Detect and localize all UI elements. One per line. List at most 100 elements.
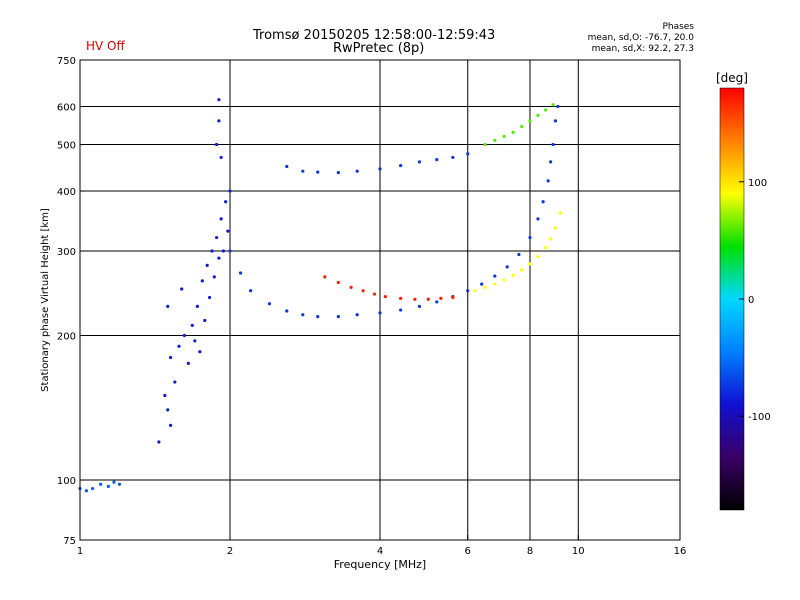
echo-point [157,440,161,444]
echo-point [106,484,110,488]
echo-point [511,273,515,277]
echo-point [451,295,455,300]
echo-point [193,339,197,343]
echo-point [177,344,181,348]
y-tick-label: 75 [63,536,76,547]
echo-point [182,333,186,338]
echo-point [520,124,524,129]
phases-stats-x: mean, sd,X: 92.2, 27.3 [591,44,694,54]
echo-point [544,245,548,250]
echo-point [217,119,221,123]
echo-point [483,142,487,147]
echo-point [336,170,340,175]
echo-point [502,134,506,138]
echo-point [483,285,487,289]
echo-point [198,350,202,354]
echo-point [249,289,253,293]
echo-point [186,361,190,365]
colorbar-tick-label: 100 [748,178,767,189]
echo-point [169,423,173,427]
echo-point [435,300,439,304]
x-axis-label: Frequency [MHz] [334,558,426,571]
axis-ticks: 1 2 4 6 8 10 16 75 100 200 300 400 500 600 750 [57,56,686,557]
echo-point [84,489,88,493]
echo-point [190,323,194,327]
echo-point [301,313,305,317]
y-axis-label: Stationary phase Virtual Height [km] [40,208,51,392]
echo-point [551,142,555,147]
echo-point [378,311,382,315]
echo-point [226,229,230,233]
echo-point [336,280,340,285]
colorbar-ticks: 100 0 -100 [739,178,771,423]
echo-point [210,249,214,253]
echo-point [217,256,221,260]
echo-point [426,297,430,301]
echo-point [528,235,532,240]
echo-point [163,393,167,398]
echo-point [551,103,555,107]
echo-point [215,235,219,240]
echo-point [505,265,509,269]
echo-point [549,237,553,241]
echo-point [528,119,532,123]
echo-point [520,268,524,272]
echo-point [301,169,305,173]
echo-point [378,167,382,171]
echo-point [349,285,353,289]
echo-point [228,189,232,193]
hv-status-label: HV Off [86,39,125,53]
echo-point [493,282,497,286]
echo-point [536,255,540,259]
echo-point [435,158,439,162]
plot-title-line-2: RwPretec (8p) [333,41,425,56]
echo-point [528,262,532,266]
echo-point [203,318,207,323]
echo-point [285,309,289,313]
echo-point [372,292,377,296]
echo-point [493,138,497,142]
plot-title-line-1: Tromsø 20150205 12:58:00-12:59:43 [253,28,496,43]
echo-point [536,217,540,221]
echo-point [558,211,562,215]
echo-point [200,279,204,283]
y-tick-label: 400 [57,187,76,198]
echo-point [112,480,116,484]
echo-point [451,155,455,160]
x-tick-label: 8 [527,546,533,557]
echo-point [383,295,387,299]
echo-point [205,263,209,267]
y-tick-label: 100 [57,476,76,487]
echo-point [166,408,170,412]
echo-point [267,302,272,306]
echo-point [169,355,173,360]
echo-point [553,119,558,123]
x-tick-label: 4 [377,546,383,557]
y-tick-label: 600 [57,103,76,114]
echo-point [536,113,540,117]
echo-point [541,200,545,204]
echo-point [285,164,289,169]
echo-point [91,486,95,491]
colorbar-unit-label: [deg] [716,71,748,85]
echo-point [219,155,223,160]
echo-point [549,160,553,164]
scatter-points [78,98,562,493]
echo-point [556,104,560,109]
echo-point [224,200,228,204]
echo-point [173,380,177,384]
echo-point [544,108,548,112]
echo-point [355,169,359,173]
echo-point [502,278,506,282]
echo-point [99,482,103,486]
echo-point [553,226,558,230]
x-tick-label: 2 [227,546,233,557]
y-tick-label: 500 [57,141,76,152]
echo-point [207,295,212,300]
echo-point [336,315,340,319]
echo-point [417,304,422,309]
echo-point [316,315,320,319]
echo-point [417,160,422,164]
echo-point [219,217,223,221]
echo-point [180,287,184,291]
